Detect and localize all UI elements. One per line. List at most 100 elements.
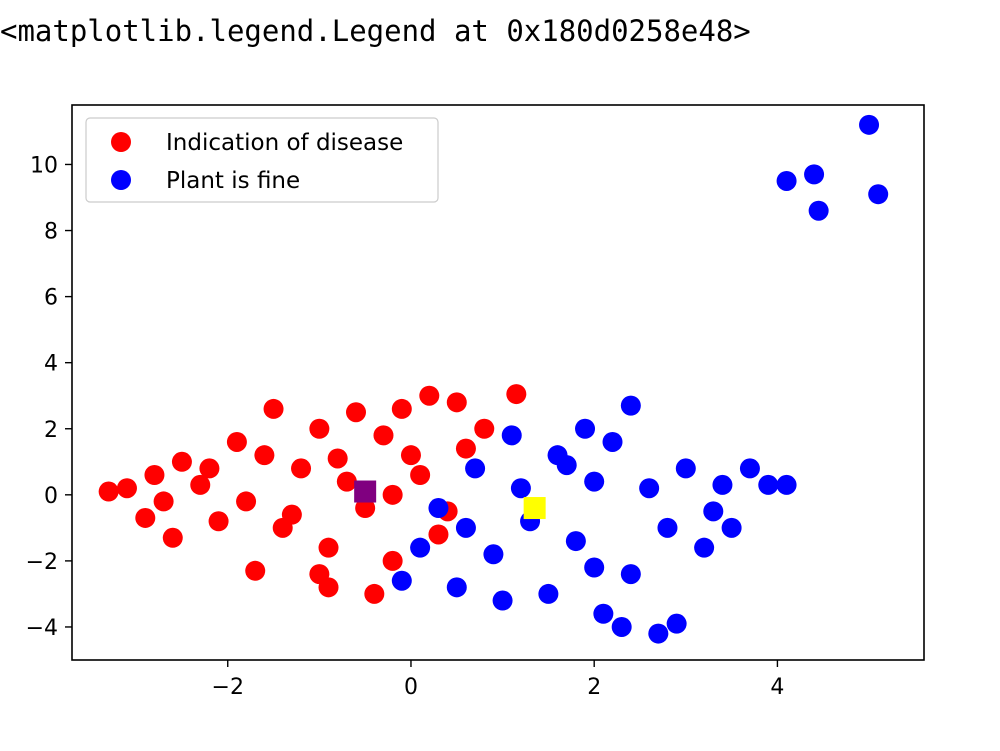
data-point-series-0 bbox=[236, 491, 257, 512]
output-repr-text: <matplotlib.legend.Legend at 0x180d0258e… bbox=[0, 14, 751, 48]
data-point-series-0 bbox=[506, 384, 527, 405]
data-point-series-1 bbox=[694, 537, 715, 558]
data-point-series-1 bbox=[602, 431, 623, 452]
ticks-layer: −2 0 2 4 −4 −2 0 2 4 6 8 10 bbox=[26, 153, 785, 700]
y-tick-label: −2 bbox=[26, 550, 58, 575]
data-point-series-0 bbox=[428, 524, 449, 545]
data-point-series-0 bbox=[291, 458, 312, 479]
data-point-series-0 bbox=[382, 550, 403, 571]
x-tick-label: −2 bbox=[212, 675, 244, 700]
y-tick-label: 8 bbox=[44, 220, 58, 245]
data-point-series-1 bbox=[776, 474, 797, 495]
data-point-series-0 bbox=[355, 498, 376, 519]
data-point-series-0 bbox=[446, 392, 467, 413]
data-point-series-1 bbox=[565, 531, 586, 552]
data-point-series-0 bbox=[245, 560, 266, 581]
data-point-series-0 bbox=[400, 445, 421, 466]
data-point-series-1 bbox=[575, 418, 596, 439]
data-point-series-0 bbox=[254, 445, 275, 466]
data-point-series-1 bbox=[611, 616, 632, 637]
data-point-series-1 bbox=[538, 583, 559, 604]
legend-box bbox=[85, 117, 439, 203]
data-point-series-0 bbox=[190, 474, 211, 495]
data-point-series-0 bbox=[455, 438, 476, 459]
data-point-series-0 bbox=[135, 507, 156, 528]
x-tick-label: 4 bbox=[770, 675, 784, 700]
data-point-series-1 bbox=[808, 200, 829, 221]
data-point-series-1 bbox=[501, 425, 522, 446]
data-point-series-0 bbox=[98, 481, 119, 502]
legend-label-1: Plant is fine bbox=[166, 168, 300, 194]
y-tick-label: 10 bbox=[30, 153, 58, 178]
data-point-series-1 bbox=[428, 498, 449, 519]
data-point-series-0 bbox=[364, 583, 385, 604]
data-point-series-0 bbox=[153, 491, 174, 512]
data-point-series-1 bbox=[620, 564, 641, 585]
y-tick-label: −4 bbox=[26, 616, 58, 641]
data-point-series-1 bbox=[584, 471, 605, 492]
data-point-series-1 bbox=[804, 164, 825, 185]
x-tick-label: 0 bbox=[404, 675, 418, 700]
data-point-series-1 bbox=[639, 478, 660, 499]
data-point-series-1 bbox=[584, 557, 605, 578]
data-point-series-0 bbox=[327, 448, 348, 469]
data-point-series-1 bbox=[391, 570, 412, 591]
legend-label-0: Indication of disease bbox=[166, 130, 403, 156]
data-point-series-1 bbox=[593, 603, 614, 624]
data-point-series-1 bbox=[666, 613, 687, 634]
data-point-series-0 bbox=[336, 471, 357, 492]
data-point-series-0 bbox=[116, 478, 137, 499]
data-point-series-0 bbox=[318, 537, 339, 558]
centroid-marker-0 bbox=[354, 480, 377, 503]
data-point-series-1 bbox=[410, 537, 431, 558]
data-point-series-0 bbox=[474, 418, 495, 439]
data-point-series-1 bbox=[758, 474, 779, 495]
data-point-series-0 bbox=[281, 504, 302, 525]
data-point-series-1 bbox=[675, 458, 696, 479]
data-point-series-1 bbox=[859, 114, 880, 135]
data-point-series-0 bbox=[226, 431, 247, 452]
data-point-series-0 bbox=[419, 385, 440, 406]
data-point-series-0 bbox=[410, 465, 431, 485]
data-point-series-0 bbox=[199, 458, 220, 479]
points-layer bbox=[98, 114, 889, 644]
data-point-series-1 bbox=[483, 544, 504, 565]
data-point-series-0 bbox=[263, 398, 284, 419]
data-point-series-0 bbox=[382, 484, 403, 505]
data-point-series-1 bbox=[465, 458, 486, 479]
data-point-series-0 bbox=[162, 527, 183, 548]
data-point-series-0 bbox=[309, 418, 330, 439]
legend-marker-0 bbox=[111, 132, 131, 152]
legend: Indication of disease Plant is fine bbox=[85, 117, 439, 203]
data-point-series-1 bbox=[446, 577, 467, 598]
data-point-series-1 bbox=[868, 184, 889, 205]
y-tick-label: 2 bbox=[44, 418, 58, 443]
centroid-marker-1 bbox=[523, 497, 546, 520]
data-point-series-0 bbox=[171, 451, 192, 472]
data-point-series-0 bbox=[309, 564, 330, 585]
data-point-series-1 bbox=[703, 501, 724, 522]
data-point-series-1 bbox=[648, 623, 669, 644]
data-point-series-0 bbox=[346, 402, 366, 423]
data-point-series-1 bbox=[510, 478, 531, 499]
y-tick-label: 0 bbox=[44, 484, 58, 509]
data-point-series-1 bbox=[721, 517, 742, 538]
data-point-series-1 bbox=[712, 474, 733, 495]
x-tick-label: 2 bbox=[587, 675, 601, 700]
data-point-series-0 bbox=[208, 511, 229, 532]
data-point-series-0 bbox=[373, 425, 394, 446]
y-tick-label: 6 bbox=[44, 286, 58, 311]
data-point-series-1 bbox=[492, 590, 513, 611]
legend-marker-1 bbox=[111, 170, 131, 190]
centroids-layer bbox=[354, 480, 546, 520]
data-point-series-1 bbox=[776, 170, 797, 191]
y-tick-label: 4 bbox=[44, 352, 58, 377]
data-point-series-1 bbox=[556, 455, 577, 476]
data-point-series-1 bbox=[455, 517, 476, 538]
data-point-series-1 bbox=[657, 517, 678, 538]
data-point-series-0 bbox=[391, 398, 412, 419]
data-point-series-1 bbox=[620, 395, 641, 416]
data-point-series-0 bbox=[144, 465, 165, 485]
data-point-series-1 bbox=[739, 458, 760, 479]
